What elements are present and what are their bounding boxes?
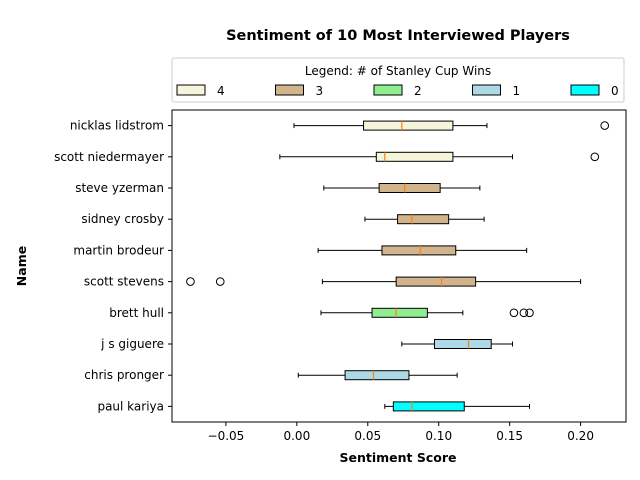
legend-swatch-1: [472, 84, 501, 96]
legend-label-1: 1: [513, 84, 521, 98]
iqr-box: [344, 370, 410, 381]
iqr-box: [381, 245, 457, 256]
legend-swatch-2: [373, 84, 403, 96]
legend: Legend: # of Stanley Cup Wins 4 3 2 1 0: [171, 57, 625, 103]
outlier-point: [186, 277, 195, 286]
outlier-point: [215, 277, 225, 286]
outlier-point: [519, 308, 529, 318]
y-tick-label: sidney crosby: [81, 212, 164, 226]
x-tick-label: 0.05: [354, 429, 381, 443]
box-2: [323, 183, 481, 193]
iqr-box: [378, 183, 441, 193]
outlier-point: [600, 121, 610, 130]
chart-title: Sentiment of 10 Most Interviewed Players: [226, 28, 570, 44]
iqr-box: [395, 276, 477, 287]
y-tick-label: scott niedermayer: [54, 150, 164, 164]
legend-label-2: 2: [414, 84, 422, 98]
box-7: [401, 339, 513, 349]
x-tick-label: 0.10: [425, 429, 452, 443]
y-tick-label: chris pronger: [84, 368, 164, 382]
iqr-box: [397, 214, 450, 225]
box-8: [297, 370, 458, 381]
y-tick-label: steve yzerman: [75, 181, 164, 195]
y-tick-label: j s giguere: [100, 337, 164, 351]
y-tick-label: nicklas lidstrom: [70, 119, 164, 133]
box-4: [317, 245, 528, 256]
legend-label-0: 0: [611, 84, 619, 98]
legend-swatch-0: [570, 84, 600, 96]
iqr-box: [375, 151, 454, 162]
y-tick-label: paul kariya: [97, 399, 164, 413]
y-tick-label: martin brodeur: [73, 243, 164, 257]
box-0: [293, 120, 610, 131]
legend-swatch-4: [176, 84, 206, 96]
x-tick-label: 0.15: [496, 429, 523, 443]
outlier-point: [590, 152, 600, 162]
iqr-box: [371, 307, 428, 318]
box-6: [320, 307, 534, 318]
y-tick-label: scott stevens: [84, 275, 164, 289]
plot-frame: [171, 109, 627, 423]
legend-title: Legend: # of Stanley Cup Wins: [305, 64, 491, 78]
outlier-point: [509, 308, 519, 318]
x-axis-title: Sentiment Score: [339, 450, 456, 465]
iqr-box: [392, 401, 465, 412]
iqr-box: [363, 120, 454, 131]
box-9: [384, 401, 531, 412]
outlier-point: [525, 308, 534, 318]
x-tick-label: 0.00: [283, 429, 310, 443]
x-tick-label: −0.05: [208, 429, 245, 443]
iqr-box: [433, 339, 492, 349]
y-tick-label: brett hull: [109, 306, 164, 320]
y-axis-title: Name: [14, 246, 29, 286]
legend-label-3: 3: [316, 84, 324, 98]
box-1: [279, 151, 600, 162]
legend-label-4: 4: [217, 84, 225, 98]
x-tick-label: 0.20: [567, 429, 594, 443]
box-5: [186, 276, 582, 287]
legend-swatch-3: [275, 84, 304, 96]
box-3: [364, 214, 485, 225]
